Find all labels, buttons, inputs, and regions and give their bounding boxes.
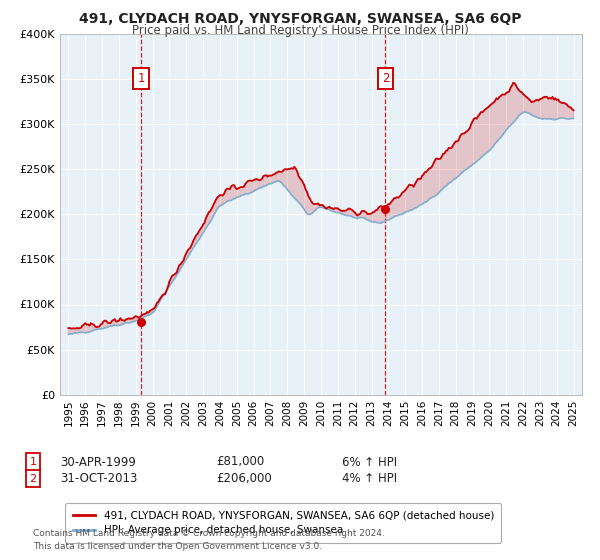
- Text: 491, CLYDACH ROAD, YNYSFORGAN, SWANSEA, SA6 6QP: 491, CLYDACH ROAD, YNYSFORGAN, SWANSEA, …: [79, 12, 521, 26]
- Text: 31-OCT-2013: 31-OCT-2013: [60, 472, 137, 486]
- Text: Contains HM Land Registry data © Crown copyright and database right 2024.
This d: Contains HM Land Registry data © Crown c…: [33, 529, 385, 552]
- Text: 6% ↑ HPI: 6% ↑ HPI: [342, 455, 397, 469]
- Text: 1: 1: [29, 457, 37, 467]
- Legend: 491, CLYDACH ROAD, YNYSFORGAN, SWANSEA, SA6 6QP (detached house), HPI: Average p: 491, CLYDACH ROAD, YNYSFORGAN, SWANSEA, …: [65, 503, 502, 543]
- Text: 4% ↑ HPI: 4% ↑ HPI: [342, 472, 397, 486]
- Text: 1: 1: [137, 72, 145, 85]
- Text: £206,000: £206,000: [216, 472, 272, 486]
- Text: 30-APR-1999: 30-APR-1999: [60, 455, 136, 469]
- Text: 2: 2: [29, 474, 37, 484]
- Text: 2: 2: [382, 72, 389, 85]
- Text: £81,000: £81,000: [216, 455, 264, 469]
- Text: Price paid vs. HM Land Registry's House Price Index (HPI): Price paid vs. HM Land Registry's House …: [131, 24, 469, 36]
